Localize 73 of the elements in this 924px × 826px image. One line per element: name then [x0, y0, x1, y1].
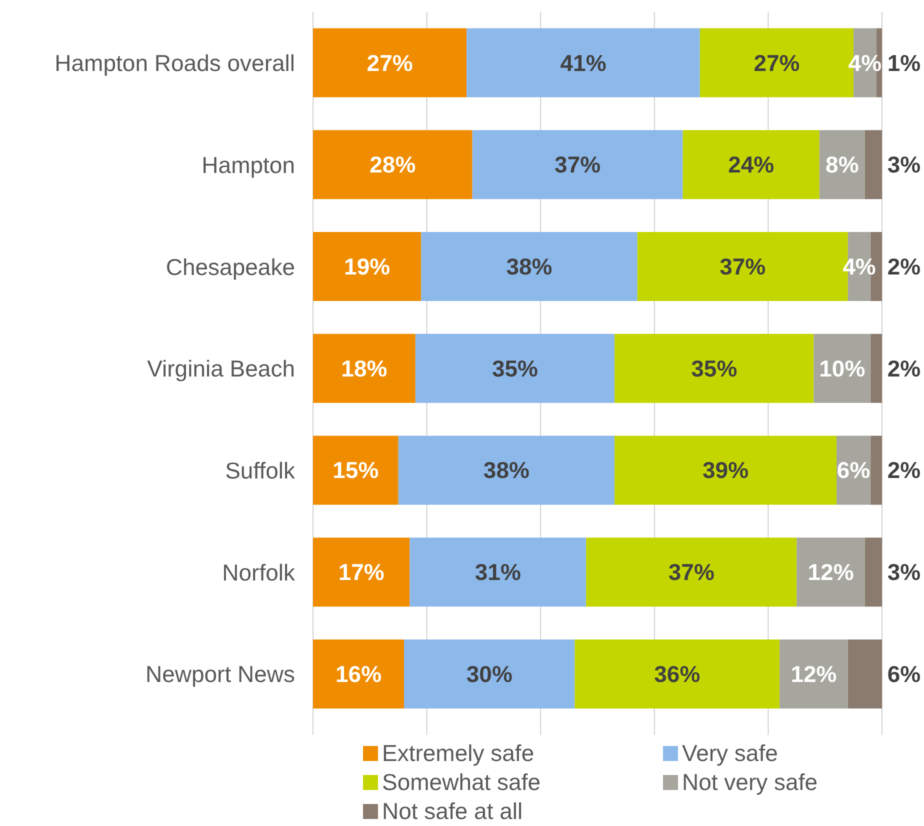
data-label: 6%: [836, 457, 870, 484]
legend-label: Not safe at all: [381, 797, 524, 826]
data-label: 38%: [483, 457, 530, 484]
data-label: 6%: [887, 660, 921, 687]
bar: [404, 639, 575, 708]
data-label: 3%: [887, 559, 921, 586]
data-label: 38%: [506, 254, 552, 280]
data-label: 37%: [720, 254, 766, 280]
legend-label: Very safe: [681, 739, 779, 768]
data-label: 39%: [702, 457, 749, 484]
data-label: 36%: [654, 660, 700, 687]
y-tick-label: Virginia Beach: [147, 356, 295, 382]
bar: [410, 538, 586, 607]
bar: [466, 28, 700, 98]
bar: [313, 639, 404, 708]
data-label: 24%: [728, 152, 774, 178]
bar: [313, 232, 422, 302]
data-label: 8%: [826, 152, 859, 178]
data-label: 1%: [887, 50, 921, 76]
legend-label: Extremely safe: [381, 739, 536, 768]
data-label: 37%: [668, 559, 714, 586]
data-label: 3%: [887, 152, 921, 178]
bar: [614, 334, 814, 403]
bar: [682, 130, 820, 200]
bar: [586, 538, 797, 607]
bar: [864, 538, 882, 607]
data-label: 12%: [808, 559, 854, 586]
bar: [313, 436, 398, 505]
data-label: 18%: [341, 355, 388, 382]
bar: [421, 232, 638, 302]
data-label: 27%: [754, 50, 800, 76]
y-tick-label: Chesapeake: [166, 254, 295, 280]
y-tick-label: Newport News: [145, 661, 295, 688]
data-label: 12%: [790, 660, 837, 687]
bar: [313, 334, 416, 403]
y-tick-label: Suffolk: [225, 458, 296, 484]
bar: [870, 334, 882, 403]
bar: [415, 334, 615, 403]
y-tick-label: Norfolk: [222, 559, 296, 586]
bar: [819, 130, 865, 200]
bar: [614, 436, 836, 505]
bar: [398, 436, 615, 505]
data-label: 19%: [344, 254, 390, 280]
data-label: 2%: [887, 457, 921, 484]
data-label: 2%: [887, 355, 921, 382]
data-label: 35%: [492, 355, 538, 382]
data-label: 30%: [466, 660, 512, 687]
data-label: 35%: [691, 355, 738, 382]
data-label: 10%: [819, 355, 866, 382]
y-tick-label: Hampton Roads overall: [54, 50, 295, 76]
data-label: 41%: [560, 50, 606, 76]
bar: [796, 538, 865, 607]
data-label: 27%: [366, 50, 413, 76]
bar: [313, 130, 472, 200]
bar: [848, 639, 882, 708]
legend-label: Not very safe: [681, 768, 818, 797]
bar: [313, 28, 467, 98]
data-label: 28%: [370, 152, 416, 178]
data-label: 31%: [474, 559, 521, 586]
data-label: 16%: [335, 660, 382, 687]
bar: [472, 130, 683, 200]
bar: [864, 130, 882, 200]
data-label: 2%: [887, 254, 921, 280]
bar: [780, 639, 848, 708]
bar: [870, 436, 882, 505]
legend-label: Somewhat safe: [381, 768, 542, 797]
bar: [814, 334, 871, 403]
data-label: 17%: [338, 559, 384, 586]
bar: [313, 538, 410, 607]
bar: [574, 639, 780, 708]
data-label: 37%: [554, 152, 601, 178]
data-label: 15%: [332, 457, 379, 484]
y-tick-label: Hampton: [202, 152, 295, 178]
